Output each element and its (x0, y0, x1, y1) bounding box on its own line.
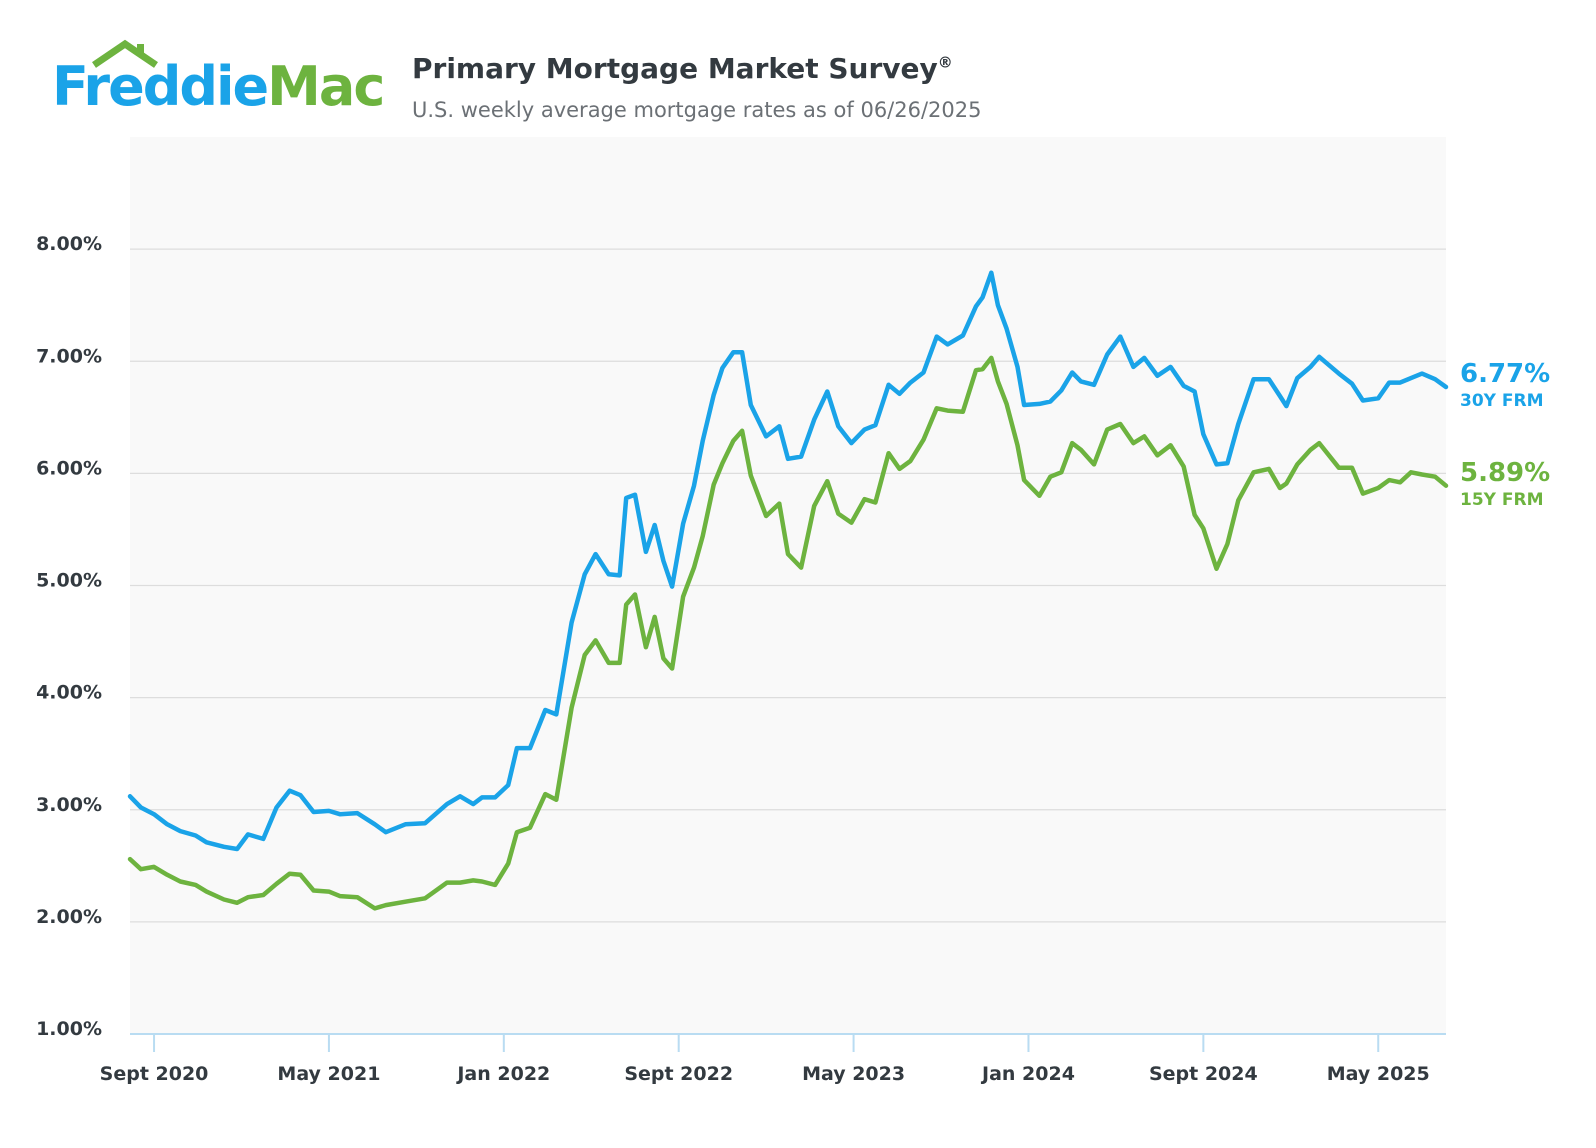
x-tick-label: May 2021 (277, 1063, 380, 1085)
x-tick-label: Jan 2024 (980, 1063, 1075, 1085)
x-tick-label: May 2023 (802, 1063, 905, 1085)
grid-lines (130, 248, 1446, 923)
x-tick-label: Sept 2024 (1149, 1063, 1258, 1085)
label-15y-name: 15Y FRM (1460, 489, 1544, 510)
chart-title-text: Primary Mortgage Market Survey (412, 52, 938, 85)
y-tick-label: 5.00% (36, 570, 102, 592)
x-tick-label: Sept 2022 (624, 1063, 733, 1085)
series-line-frm30 (127, 270, 1449, 852)
x-axis: Sept 2020 May 2021 Jan 2022 Sept 2022 May 20… (100, 1033, 1446, 1085)
y-tick-label: 1.00% (36, 1018, 102, 1040)
y-axis-ticks: 1.00% 2.00% 3.00% 4.00% 5.00% 6.00% 7.00% 8.00% (36, 233, 102, 1040)
series-lines (127, 270, 1449, 911)
registered-mark: ® (937, 53, 953, 72)
y-tick-label: 6.00% (36, 457, 102, 479)
x-tick-label: May 2025 (1327, 1063, 1430, 1085)
series-line-frm15 (127, 355, 1449, 911)
x-tick-label: Jan 2022 (455, 1063, 550, 1085)
y-tick-label: 2.00% (36, 906, 102, 928)
chart-subtitle: U.S. weekly average mortgage rates as of… (412, 98, 982, 122)
logo-part-freddie: Freddie (52, 55, 269, 118)
chart-title: Primary Mortgage Market Survey® (412, 52, 953, 85)
y-tick-label: 3.00% (36, 794, 102, 816)
label-30y-name: 30Y FRM (1460, 391, 1544, 412)
y-tick-label: 7.00% (36, 345, 102, 367)
y-tick-label: 8.00% (36, 233, 102, 255)
y-tick-label: 4.00% (36, 682, 102, 704)
label-30y-value: 6.77% (1460, 359, 1551, 390)
x-tick-label: Sept 2020 (100, 1063, 209, 1085)
label-15y-value: 5.89% (1460, 457, 1551, 488)
logo-part-mac: Mac (267, 55, 385, 118)
house-roof-icon (92, 39, 158, 68)
freddie-mac-logo: FreddieMac (52, 38, 385, 128)
logo-wordmark: FreddieMac (52, 60, 385, 114)
